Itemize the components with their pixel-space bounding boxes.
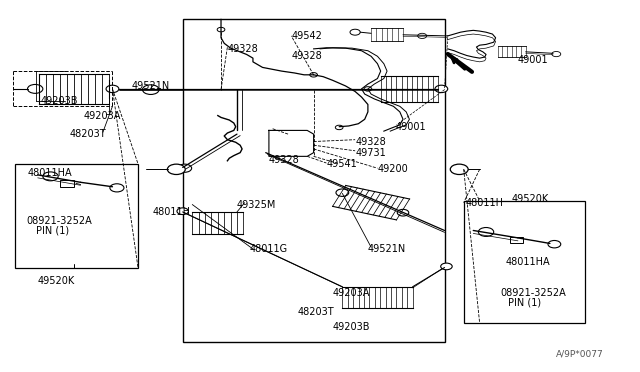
- Text: 49521N: 49521N: [368, 244, 406, 254]
- Bar: [182, 19, 445, 341]
- Text: 08921-3252A: 08921-3252A: [26, 216, 92, 226]
- Circle shape: [310, 73, 317, 77]
- Text: PIN (1): PIN (1): [508, 298, 541, 308]
- Text: 48011G: 48011G: [250, 244, 288, 254]
- Circle shape: [435, 85, 448, 93]
- Circle shape: [478, 228, 493, 236]
- Circle shape: [364, 87, 372, 91]
- FancyBboxPatch shape: [60, 180, 74, 187]
- Circle shape: [552, 51, 561, 57]
- Text: 49203A: 49203A: [333, 288, 370, 298]
- Circle shape: [28, 84, 43, 93]
- Text: 49731: 49731: [355, 148, 386, 158]
- Text: 49328: 49328: [355, 137, 386, 147]
- Text: 49328: 49328: [291, 51, 322, 61]
- Circle shape: [397, 209, 409, 216]
- Text: 49001: 49001: [396, 122, 426, 132]
- Bar: [464, 201, 585, 323]
- Text: 49203B: 49203B: [40, 96, 78, 106]
- Text: 49328: 49328: [227, 44, 258, 54]
- Circle shape: [418, 33, 427, 38]
- Text: 49520K: 49520K: [38, 276, 75, 285]
- Circle shape: [43, 172, 58, 181]
- Circle shape: [110, 184, 124, 192]
- Circle shape: [451, 164, 468, 174]
- Text: 49542: 49542: [291, 31, 322, 41]
- Circle shape: [168, 164, 185, 174]
- Text: PIN (1): PIN (1): [36, 225, 69, 235]
- Text: 48203T: 48203T: [70, 129, 106, 139]
- Text: A/9P*0077: A/9P*0077: [556, 349, 604, 358]
- Text: 49200: 49200: [378, 164, 408, 174]
- Text: 48203T: 48203T: [298, 307, 334, 317]
- Text: 48011HA: 48011HA: [28, 168, 72, 178]
- Circle shape: [143, 85, 159, 94]
- Text: 49520K: 49520K: [511, 194, 549, 204]
- Circle shape: [106, 85, 119, 93]
- Text: 49203A: 49203A: [84, 110, 121, 121]
- Bar: [15, 164, 138, 267]
- Text: 49001: 49001: [518, 55, 548, 65]
- Circle shape: [548, 240, 561, 248]
- FancyBboxPatch shape: [510, 237, 523, 243]
- Text: 49328: 49328: [269, 155, 300, 165]
- Circle shape: [335, 125, 343, 130]
- Text: 49325M: 49325M: [237, 199, 276, 209]
- Text: 48011H: 48011H: [153, 207, 191, 217]
- Text: 49541: 49541: [326, 159, 357, 169]
- Text: 48011HA: 48011HA: [505, 257, 550, 267]
- Text: 49521N: 49521N: [132, 81, 170, 91]
- Circle shape: [441, 263, 452, 270]
- Text: 08921-3252A: 08921-3252A: [500, 288, 566, 298]
- Circle shape: [350, 29, 360, 35]
- Circle shape: [177, 208, 188, 215]
- Circle shape: [177, 164, 191, 172]
- Circle shape: [217, 28, 225, 32]
- Circle shape: [336, 189, 349, 196]
- Text: 48011H: 48011H: [466, 198, 504, 208]
- Text: 49203B: 49203B: [333, 322, 371, 332]
